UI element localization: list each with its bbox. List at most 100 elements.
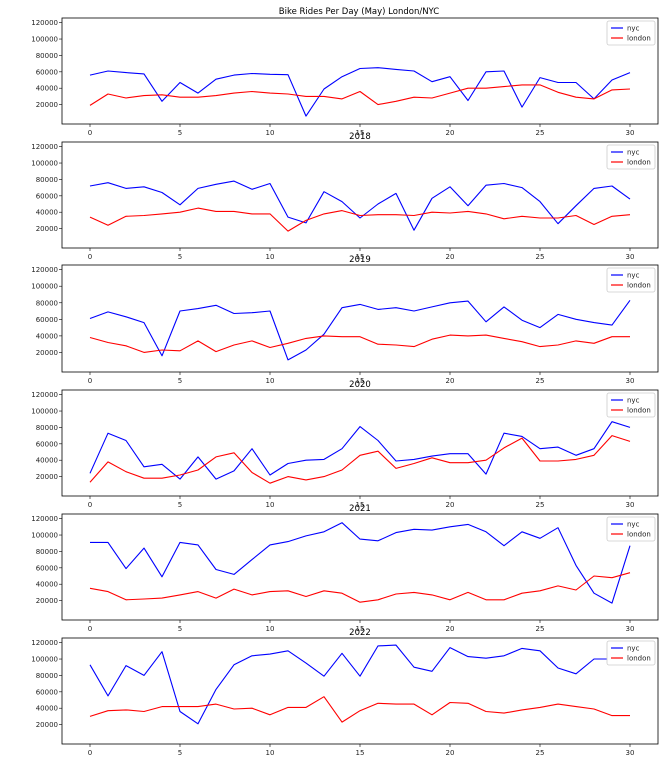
y-tick-label: 60000 <box>36 68 58 76</box>
y-tick-label: 60000 <box>36 192 58 200</box>
y-tick-label: 40000 <box>36 705 58 713</box>
legend: nyc london <box>606 144 656 170</box>
x-tick-label: 0 <box>88 625 92 633</box>
axes-frame <box>61 141 659 249</box>
x-tick-label: 10 <box>266 501 275 509</box>
figure-title: Bike Rides Per Day (May) London/NYC <box>279 7 440 17</box>
y-tick-label: 40000 <box>36 332 58 340</box>
y-tick-label: 20000 <box>36 101 58 109</box>
x-tick-label: 15 <box>356 377 365 385</box>
legend-box <box>606 516 656 542</box>
chart-panel: 2022 20000 40000 60000 80000 100000 120000 0 5 10… <box>31 628 659 757</box>
x-tick-label: 10 <box>266 129 275 137</box>
series-line-nyc <box>89 644 630 725</box>
x-tick-label: 0 <box>88 749 92 757</box>
y-tick-label: 120000 <box>31 143 58 151</box>
y-tick-label: 100000 <box>31 532 58 540</box>
panel-title: 2022 <box>349 628 371 638</box>
y-tick-label: 80000 <box>36 176 58 184</box>
x-tick-label: 5 <box>178 501 182 509</box>
series-line-london <box>89 435 631 484</box>
y-tick-label: 80000 <box>36 424 58 432</box>
x-tick-label: 10 <box>266 625 275 633</box>
legend-label-london: london <box>627 282 651 290</box>
x-tick-label: 5 <box>178 377 182 385</box>
y-tick-label: 60000 <box>36 316 58 324</box>
panel-title: 2021 <box>349 504 371 514</box>
y-tick-label: 40000 <box>36 85 58 93</box>
axes-frame <box>61 389 659 497</box>
x-tick-label: 0 <box>88 129 92 137</box>
y-tick-label: 100000 <box>31 408 58 416</box>
legend-label-nyc: nyc <box>627 149 640 157</box>
legend-label-nyc: nyc <box>627 645 640 653</box>
series-line-nyc <box>89 67 631 117</box>
axes-frame <box>61 17 659 125</box>
x-tick-label: 0 <box>88 377 92 385</box>
axes-frame <box>61 264 659 373</box>
y-tick-label: 120000 <box>31 266 58 274</box>
axes-frame <box>61 513 659 621</box>
y-tick-label: 60000 <box>36 688 58 696</box>
y-tick-label: 100000 <box>31 656 58 664</box>
chart-panel: 20000 40000 60000 80000 100000 120000 0 5 10 15 20… <box>31 17 659 137</box>
x-tick-label: 25 <box>536 253 545 261</box>
x-tick-label: 15 <box>356 625 365 633</box>
x-tick-label: 15 <box>356 749 365 757</box>
legend-label-nyc: nyc <box>627 25 640 33</box>
legend: nyc london <box>606 267 656 293</box>
y-tick-label: 80000 <box>36 52 58 60</box>
legend: nyc london <box>606 392 656 418</box>
chart-panel: 2021 20000 40000 60000 80000 100000 120000 0 5 10… <box>31 504 659 633</box>
legend-box <box>606 20 656 46</box>
series-line-london <box>89 572 631 603</box>
x-tick-label: 10 <box>266 253 275 261</box>
x-tick-label: 5 <box>178 749 182 757</box>
panel-title: 2019 <box>349 255 371 265</box>
chart-panel: 2019 20000 40000 60000 80000 100000 120000 0 5 10… <box>31 255 659 385</box>
y-tick-label: 80000 <box>36 672 58 680</box>
y-tick-label: 40000 <box>36 209 58 217</box>
y-tick-label: 40000 <box>36 581 58 589</box>
x-tick-label: 10 <box>266 749 275 757</box>
legend: nyc london <box>606 20 656 46</box>
x-tick-label: 25 <box>536 377 545 385</box>
y-tick-label: 20000 <box>36 721 58 729</box>
y-tick-label: 120000 <box>31 515 58 523</box>
series-line-london <box>89 207 631 232</box>
legend-label-london: london <box>627 35 651 43</box>
y-tick-label: 80000 <box>36 299 58 307</box>
y-tick-label: 120000 <box>31 19 58 27</box>
legend-box <box>606 267 656 293</box>
series-line-london <box>89 334 630 353</box>
y-tick-label: 100000 <box>31 283 58 291</box>
x-tick-label: 30 <box>626 749 635 757</box>
x-tick-label: 30 <box>626 129 635 137</box>
x-tick-label: 5 <box>178 253 182 261</box>
y-tick-label: 20000 <box>36 597 58 605</box>
legend-box <box>606 144 656 170</box>
legend-label-london: london <box>627 407 651 415</box>
legend-label-nyc: nyc <box>627 272 640 280</box>
x-tick-label: 10 <box>266 377 275 385</box>
x-tick-label: 30 <box>626 501 635 509</box>
x-tick-label: 25 <box>536 501 545 509</box>
y-tick-label: 60000 <box>36 564 58 572</box>
x-tick-label: 20 <box>446 625 455 633</box>
y-tick-label: 20000 <box>36 225 58 233</box>
y-tick-label: 40000 <box>36 457 58 465</box>
x-tick-label: 20 <box>446 749 455 757</box>
x-tick-label: 20 <box>446 129 455 137</box>
x-tick-label: 0 <box>88 253 92 261</box>
y-tick-label: 60000 <box>36 440 58 448</box>
y-tick-label: 20000 <box>36 349 58 357</box>
chart-panel: 2018 20000 40000 60000 80000 100000 120000 0 5 10… <box>31 132 659 261</box>
legend: nyc london <box>606 516 656 542</box>
x-tick-label: 25 <box>536 625 545 633</box>
y-tick-label: 100000 <box>31 160 58 168</box>
legend-label-nyc: nyc <box>627 521 640 529</box>
x-tick-label: 5 <box>178 625 182 633</box>
x-tick-label: 15 <box>356 129 365 137</box>
